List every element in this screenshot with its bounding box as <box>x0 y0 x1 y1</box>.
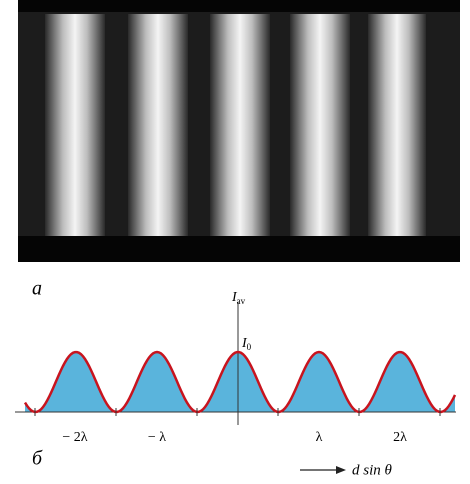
subscript: 0 <box>247 342 252 352</box>
intensity-plot <box>15 302 457 425</box>
x-tick-label: − 2λ <box>62 430 87 445</box>
bright-fringe <box>45 14 105 236</box>
intensity-curve <box>23 350 457 414</box>
arrow-head <box>336 466 346 474</box>
symbol: I <box>241 336 248 351</box>
intensity-fill <box>25 352 455 412</box>
bright-fringe <box>368 14 426 236</box>
peak-label: I0 <box>241 336 252 352</box>
x-axis-label: d sin θ <box>352 462 393 478</box>
bright-fringe <box>128 14 188 236</box>
photo-bottom-band <box>18 236 460 262</box>
panel-label: a <box>32 278 42 300</box>
photo-top-band <box>18 0 460 12</box>
x-tick-label: λ <box>316 430 323 445</box>
x-tick-label: − λ <box>148 430 166 445</box>
x-tick-label: 2λ <box>393 430 407 445</box>
panel-label: б <box>32 448 43 470</box>
y-axis-label: Iav <box>231 290 246 306</box>
bright-fringe <box>210 14 270 236</box>
subscript: av <box>237 296 246 306</box>
fringe-photo <box>18 0 460 262</box>
bright-fringe <box>290 14 350 236</box>
symbol: I <box>231 290 238 305</box>
